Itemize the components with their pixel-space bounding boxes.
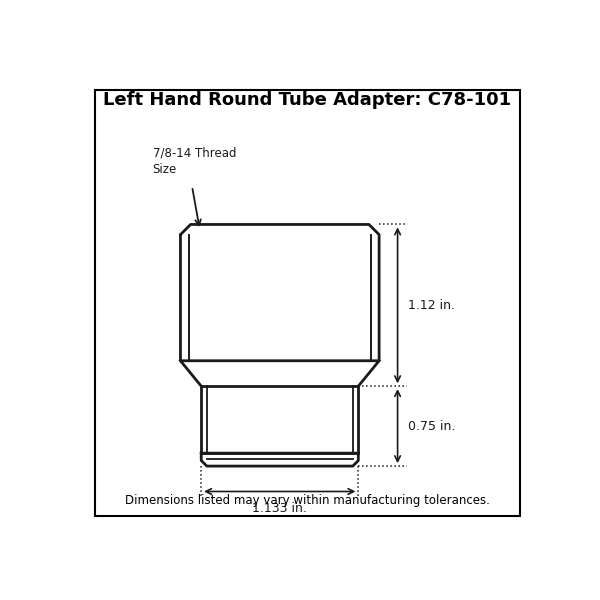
- Text: Left Hand Round Tube Adapter: C78-101: Left Hand Round Tube Adapter: C78-101: [103, 91, 512, 109]
- Text: Dimensions listed may vary within manufacturing tolerances.: Dimensions listed may vary within manufa…: [125, 494, 490, 507]
- Polygon shape: [181, 361, 379, 386]
- Polygon shape: [201, 453, 358, 466]
- Text: 7/8-14 Thread
Size: 7/8-14 Thread Size: [153, 147, 236, 176]
- Text: 1.12 in.: 1.12 in.: [408, 299, 455, 312]
- Bar: [201, 386, 358, 453]
- Text: 1.133 in.: 1.133 in.: [253, 502, 307, 515]
- Text: 0.75 in.: 0.75 in.: [408, 419, 455, 433]
- Polygon shape: [181, 224, 379, 361]
